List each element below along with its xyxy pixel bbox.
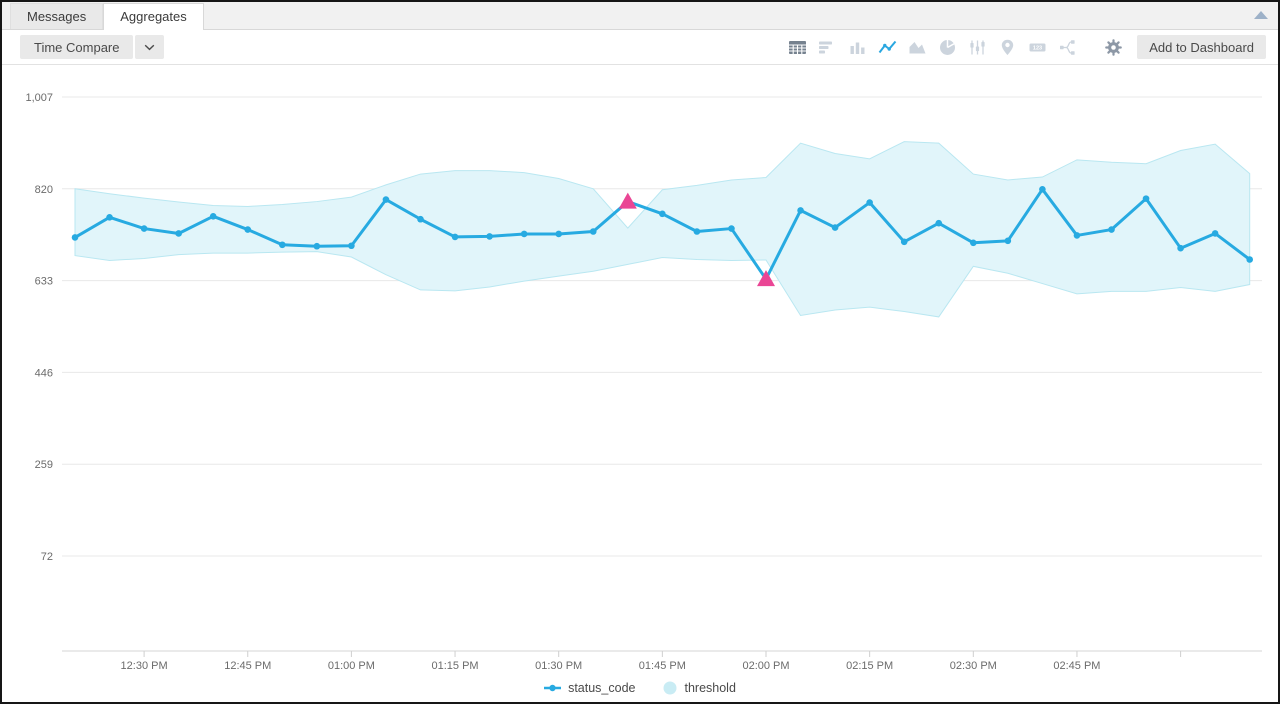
collapse-panel-icon[interactable] [1254, 11, 1268, 19]
line-chart-icon[interactable] [878, 38, 897, 57]
svg-text:820: 820 [35, 184, 53, 196]
svg-text:1,007: 1,007 [25, 92, 53, 104]
svg-text:12:30 PM: 12:30 PM [121, 660, 168, 672]
chart-area: 1,007 820 633 446 259 72 12:30 PM 12:45 PM 01:00… [2, 65, 1278, 704]
band-series-marker-icon [663, 681, 677, 695]
legend-label-threshold: threshold [684, 681, 736, 695]
chart-type-switcher: 123 [788, 38, 1123, 57]
legend-item-status-code[interactable]: status_code [544, 681, 635, 695]
svg-text:12:45 PM: 12:45 PM [224, 660, 271, 672]
svg-text:01:00 PM: 01:00 PM [328, 660, 375, 672]
column-chart-icon[interactable] [848, 38, 867, 57]
tab-bar: Messages Aggregates [2, 2, 1278, 30]
pie-chart-icon[interactable] [938, 38, 957, 57]
single-value-icon[interactable]: 123 [1028, 38, 1047, 57]
svg-text:123: 123 [1033, 45, 1042, 51]
time-compare-dropdown-button[interactable] [135, 35, 165, 59]
svg-text:446: 446 [35, 367, 53, 379]
bar-chart-icon[interactable] [818, 38, 837, 57]
svg-text:259: 259 [35, 459, 53, 471]
area-chart-icon[interactable] [908, 38, 927, 57]
svg-text:72: 72 [41, 551, 53, 563]
svg-text:01:30 PM: 01:30 PM [535, 660, 582, 672]
flow-diagram-icon[interactable] [1058, 38, 1077, 57]
box-plot-icon[interactable] [968, 38, 987, 57]
gear-icon[interactable] [1104, 38, 1123, 57]
chart-legend: status_code threshold [2, 681, 1278, 695]
add-to-dashboard-button[interactable]: Add to Dashboard [1137, 35, 1266, 59]
svg-text:02:30 PM: 02:30 PM [950, 660, 997, 672]
map-pin-icon[interactable] [998, 38, 1017, 57]
toolbar: Time Compare [2, 30, 1278, 65]
svg-text:01:15 PM: 01:15 PM [432, 660, 479, 672]
svg-text:02:45 PM: 02:45 PM [1053, 660, 1100, 672]
tab-messages[interactable]: Messages [10, 3, 104, 29]
chevron-down-icon [144, 44, 155, 51]
line-series-marker-icon [544, 683, 562, 693]
time-compare-control: Time Compare [20, 35, 165, 59]
table-view-icon[interactable] [788, 38, 807, 57]
svg-text:633: 633 [35, 276, 53, 288]
time-compare-button[interactable]: Time Compare [20, 35, 134, 59]
aggregates-line-chart[interactable]: 1,007 820 633 446 259 72 12:30 PM 12:45 PM 01:00… [2, 65, 1278, 704]
svg-text:02:00 PM: 02:00 PM [742, 660, 789, 672]
legend-item-threshold[interactable]: threshold [663, 681, 736, 695]
svg-text:02:15 PM: 02:15 PM [846, 660, 893, 672]
tab-aggregates[interactable]: Aggregates [103, 3, 204, 30]
svg-text:01:45 PM: 01:45 PM [639, 660, 686, 672]
legend-label-status-code: status_code [568, 681, 636, 695]
